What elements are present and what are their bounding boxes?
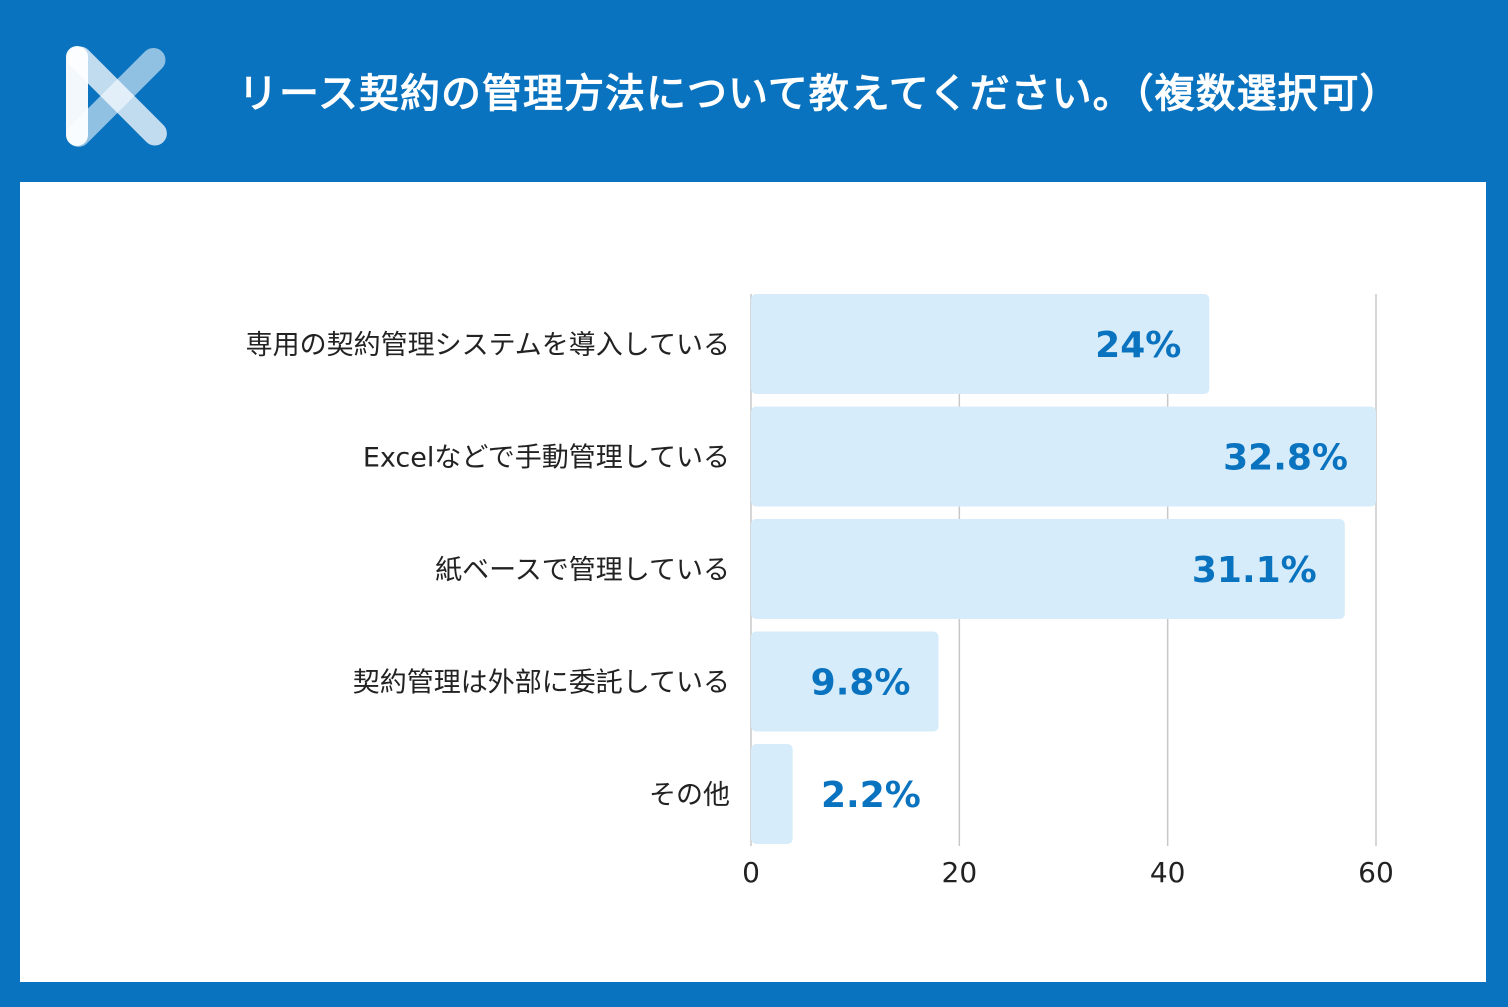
value-labels: 24% 32.8% 31.1% 9.8% 2.2% <box>811 325 1348 816</box>
category-label: Excelなどで手動管理している <box>363 443 730 474</box>
x-tick-label: 0 <box>742 856 760 889</box>
value-label: 9.8% <box>811 663 911 704</box>
bar <box>751 744 793 844</box>
x-tick-label: 20 <box>942 856 978 889</box>
x-tick-label: 40 <box>1150 856 1186 889</box>
bars <box>751 294 1376 844</box>
value-label: 2.2% <box>821 775 921 816</box>
bar-chart: 専用の契約管理システムを導入している Excelなどで手動管理している紙ベースで管… <box>246 294 1394 889</box>
chart-title: リース契約の管理方法について教えてください。（複数選択可） <box>238 71 1401 117</box>
category-label: 契約管理は外部に委託している <box>353 668 730 699</box>
x-tick-label: 60 <box>1358 856 1394 889</box>
header-banner: リース契約の管理方法について教えてください。（複数選択可） <box>0 0 1508 182</box>
value-label: 24% <box>1095 325 1181 366</box>
category-label: 紙ベースで管理している <box>435 555 730 586</box>
logo-icon <box>66 46 167 147</box>
value-label: 32.8% <box>1223 438 1348 479</box>
value-label: 31.1% <box>1192 550 1317 591</box>
category-label: その他 <box>649 780 730 811</box>
bar <box>751 519 1345 619</box>
bar <box>751 294 1210 394</box>
category-labels: 専用の契約管理システムを導入している Excelなどで手動管理している紙ベースで管… <box>246 330 730 811</box>
chart-panel: 専用の契約管理システムを導入している Excelなどで手動管理している紙ベースで管… <box>20 182 1486 982</box>
bar <box>751 631 939 732</box>
category-label: 専用の契約管理システムを導入している <box>246 330 730 361</box>
bar <box>751 406 1376 507</box>
x-axis-ticks: 0 20 40 60 <box>742 856 1394 889</box>
